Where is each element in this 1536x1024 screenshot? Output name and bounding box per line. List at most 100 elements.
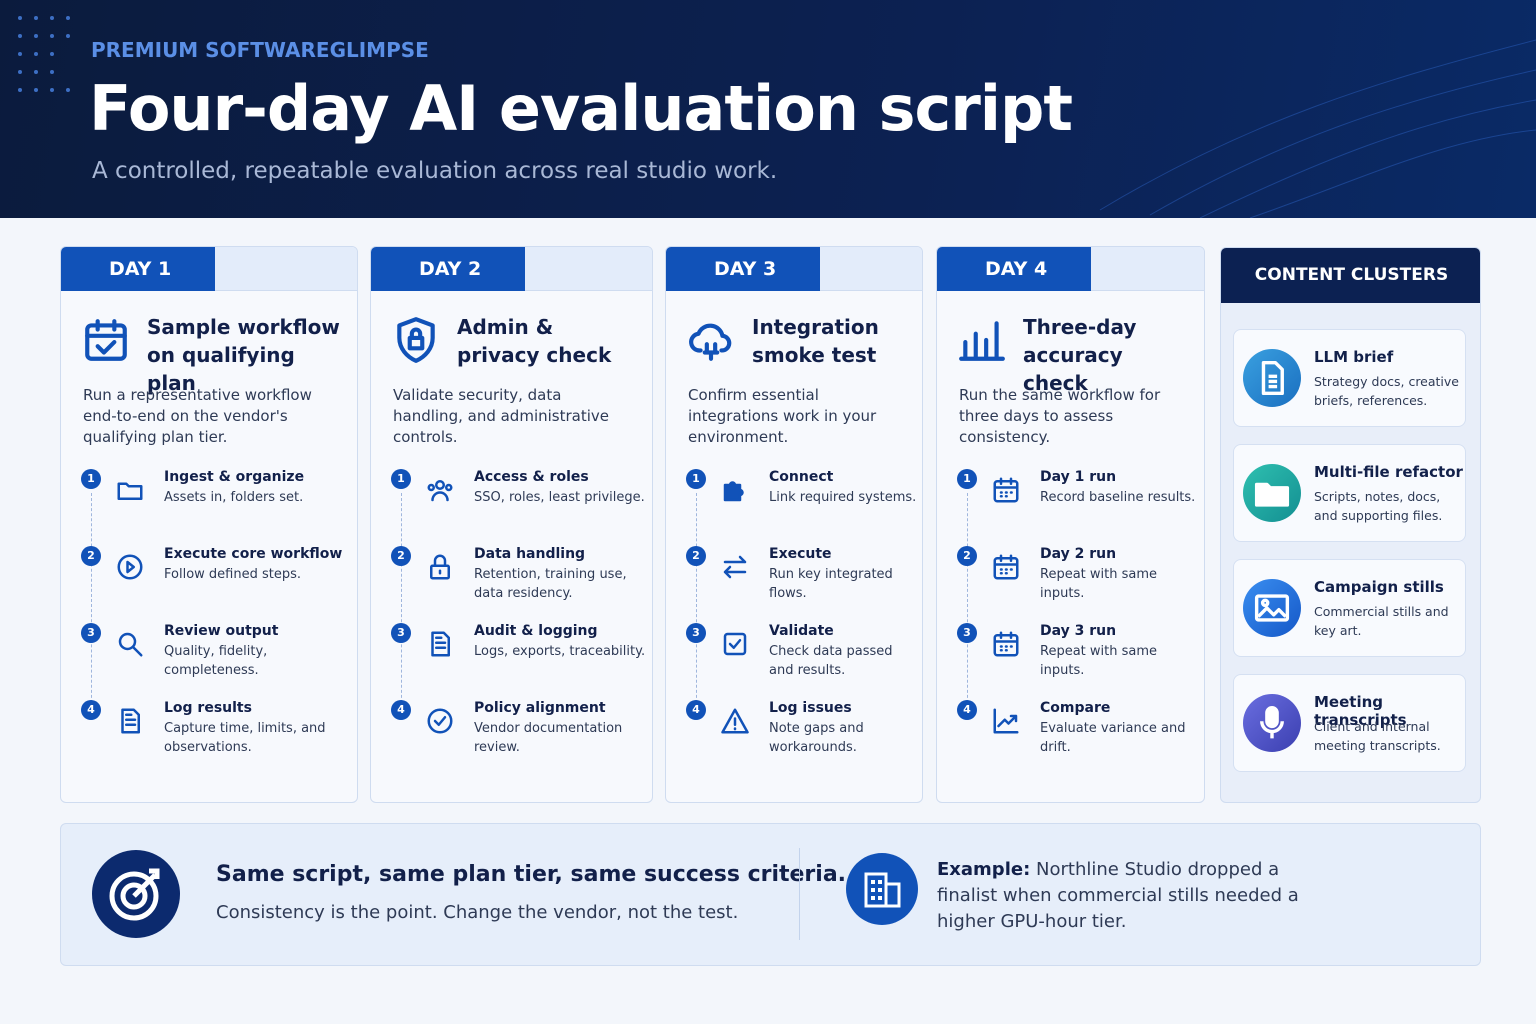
day-description: Run a representative workflow end-to-end… [83,386,312,446]
step-title: Log issues [769,700,852,716]
step: Log results Capture time, limits, and obs… [164,700,352,757]
step-text: Repeat with same inputs. [1040,567,1158,601]
step: Access & roles SSO, roles, least privileg… [474,469,647,507]
footer-title: Same script, same plan tier, same succes… [216,862,847,887]
icon [1254,594,1290,622]
day-label: DAY 4 [937,247,1091,291]
footer-text: Consistency is the point. Change the ven… [216,902,739,923]
icon [993,554,1019,580]
step-number: 2 [81,546,101,566]
step-number: 4 [391,700,411,720]
step: Execute Run key integrated flows. [769,546,917,603]
step-title: Review output [164,623,279,639]
icon [431,631,450,657]
icon [117,554,143,580]
step-number: 1 [391,469,411,489]
icon [723,632,747,656]
header: PREMIUM SOFTWAREGLIMPSE Four-day AI eval… [0,0,1536,218]
day-card: DAY 3 Integration smoke test Confirm essen… [665,246,923,803]
step-icon [425,629,455,663]
page-title: Four-day AI evaluation script [89,72,1073,145]
cluster-title: Meeting transcripts [1314,693,1407,729]
target-icon [92,850,180,938]
step-text: Record baseline results. [1040,490,1196,505]
step-icon [425,552,455,586]
step-number: 3 [391,623,411,643]
cluster-icon [1243,349,1301,407]
example-text: Northline Studio dropped a finalist when… [937,859,1299,932]
day-title: Three-day accuracy check [1023,315,1137,395]
cluster-title: Campaign stills [1314,578,1444,596]
step-number: 1 [686,469,706,489]
clusters-title: CONTENT CLUSTERS [1221,248,1480,303]
step-icon [115,629,145,663]
icon [723,555,747,579]
cluster-item: Campaign stills Commercial stills and key… [1233,559,1466,657]
icon [721,708,749,734]
step-icon [991,706,1021,740]
divider [799,848,800,940]
step-connector [401,493,402,708]
cluster-title: LLM brief [1314,348,1394,366]
step-number: 3 [81,623,101,643]
step-title: Compare [1040,700,1111,716]
step-text: Assets in, folders set. [164,490,304,505]
day-label: DAY 2 [371,247,525,291]
cluster-icon [1243,694,1301,752]
cluster-item: LLM brief Strategy docs, creative briefs,… [1233,329,1466,427]
step-text: Retention, training use, data residency. [474,567,627,601]
cluster-icon [1243,579,1301,637]
cluster-text: Client and internal meeting transcripts. [1314,719,1441,753]
icon [689,323,732,361]
step-icon [115,706,145,740]
step-text: Evaluate variance and drift. [1040,721,1186,755]
day-title: Integration smoke test [752,315,879,367]
step-number: 4 [957,700,977,720]
step: Connect Link required systems. [769,469,917,507]
step-title: Day 1 run [1040,469,1117,485]
step: Audit & logging Logs, exports, traceabili… [474,623,647,661]
day-description: Run the same workflow for three days to … [959,386,1161,446]
step-title: Day 3 run [1040,623,1117,639]
icon [118,632,143,657]
day-title: Sample workflow on qualifying plan [147,315,340,395]
icon [959,321,1005,361]
step: Log issues Note gaps and workarounds. [769,700,917,757]
step-icon [991,629,1021,663]
icon [397,317,435,363]
step-text: SSO, roles, least privilege. [474,490,645,505]
cluster-item: Meeting transcripts Client and internal m… [1233,674,1466,772]
cluster-text: Scripts, notes, docs, and supporting fil… [1314,489,1443,523]
step: Validate Check data passed and results. [769,623,917,680]
icon [85,319,127,361]
step: Day 3 run Repeat with same inputs. [1040,623,1199,680]
cluster-title: Multi-file refactor [1314,463,1463,481]
step: Day 2 run Repeat with same inputs. [1040,546,1199,603]
cluster-item: Multi-file refactor Scripts, notes, docs,… [1233,444,1466,542]
step-number: 2 [391,546,411,566]
icon [430,554,450,580]
step: Data handling Retention, training use, da… [474,546,647,603]
icon [121,708,140,734]
step-number: 3 [686,623,706,643]
step-number: 2 [686,546,706,566]
step-title: Audit & logging [474,623,598,639]
step-text: Run key integrated flows. [769,567,893,601]
example-label: Example: [937,859,1031,880]
step-icon [720,475,750,509]
step-text: Repeat with same inputs. [1040,644,1158,678]
icon [993,708,1019,734]
step-title: Connect [769,469,834,485]
step-text: Vendor documentation review. [474,721,623,755]
step-title: Ingest & organize [164,469,305,485]
day-description: Validate security, data handling, and ad… [393,386,609,446]
step-icon [991,475,1021,509]
icon [993,477,1019,503]
day-card: DAY 4 Three-day accuracy check Run the sam… [936,246,1205,803]
icon [117,482,143,500]
icon [723,481,744,502]
step-text: Check data passed and results. [769,644,893,678]
header-decoration [18,16,1536,218]
subtitle: A controlled, repeatable evaluation acro… [92,158,778,184]
